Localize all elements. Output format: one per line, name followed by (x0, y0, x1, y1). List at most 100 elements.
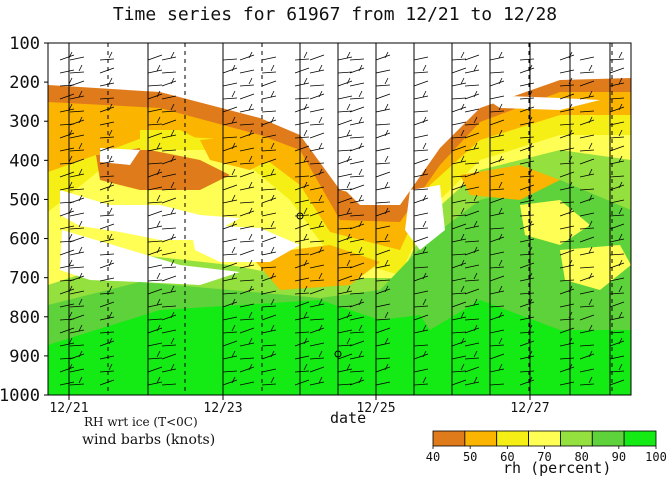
wind-barb-feather (248, 233, 253, 241)
wind-barb-feather (618, 363, 623, 371)
x-tick-label: 12/25 (356, 401, 395, 416)
wind-barb-feather (384, 259, 389, 267)
wind-barb (349, 184, 365, 191)
colorbar-tick-label: 50 (463, 450, 477, 464)
wind-barb (99, 331, 115, 334)
wind-barb (579, 110, 595, 113)
wind-barb-feather (108, 103, 113, 111)
wind-barb (519, 355, 535, 360)
wind-barb (519, 370, 535, 373)
wind-barb (59, 264, 75, 269)
wind-barb (451, 331, 467, 334)
wind-barb (609, 214, 625, 217)
wind-barb (489, 329, 505, 334)
wind-barb (69, 305, 85, 308)
wind-barb (261, 227, 277, 230)
wind-barb (309, 54, 325, 61)
wind-barb (579, 266, 595, 269)
wind-barb-feather (346, 51, 351, 59)
wind-barb (559, 69, 575, 74)
wind-barb (609, 277, 625, 282)
wind-barb (309, 123, 325, 126)
wind-barb (161, 197, 177, 204)
wind-barb-feather (568, 77, 573, 85)
wind-barb (261, 80, 277, 87)
wind-barb (451, 121, 467, 126)
wind-barb-feather (346, 233, 351, 241)
wind-barb-feather (588, 220, 593, 228)
wind-barb (309, 225, 325, 230)
wind-barb (294, 370, 310, 373)
wind-barb (147, 186, 163, 191)
wind-barb-feather (568, 103, 573, 111)
wind-barb-feather (473, 272, 478, 280)
wind-barb (349, 301, 365, 308)
wind-barb (413, 383, 429, 386)
wind-barb (464, 147, 480, 152)
wind-barb-feather (460, 77, 465, 85)
wind-barb-feather (460, 285, 465, 293)
wind-barb-feather (318, 272, 323, 280)
wind-barb (294, 175, 310, 178)
wind-barb (99, 82, 115, 87)
wind-barb (222, 82, 238, 87)
wind-barb-feather (170, 233, 175, 241)
wind-barb (59, 366, 75, 373)
wind-barb (161, 227, 177, 230)
wind-barb (609, 355, 625, 360)
wind-barb (349, 262, 365, 269)
wind-barb (69, 56, 85, 61)
wind-barb-feather (498, 337, 503, 345)
wind-barb (464, 264, 480, 269)
wind-barb (147, 225, 163, 230)
wind-barb (349, 355, 365, 360)
wind-barb (337, 353, 353, 360)
wind-barb (609, 223, 625, 230)
wind-barb (451, 106, 467, 113)
wind-barb (349, 175, 365, 178)
wind-barb-feather (422, 64, 427, 72)
wind-barb (375, 108, 391, 113)
wind-barb (559, 240, 575, 243)
wind-barb (59, 249, 75, 256)
wind-barb-feather (270, 90, 275, 98)
wind-barb (261, 353, 277, 360)
wind-barb (349, 58, 365, 61)
wind-barb (59, 132, 75, 139)
wind-barb-feather (318, 116, 323, 124)
wind-barb (59, 147, 75, 152)
wind-barb-feather (170, 207, 175, 215)
wind-barb-feather (358, 90, 363, 98)
wind-barb (294, 199, 310, 204)
wind-barb (161, 329, 177, 334)
wind-barb (451, 214, 467, 217)
wind-barb (261, 197, 277, 204)
wind-barb (413, 173, 429, 178)
wind-barb (147, 318, 163, 321)
dry-region (60, 230, 240, 285)
wind-barb-feather (231, 220, 236, 228)
wind-barb (464, 108, 480, 113)
wind-barb-feather (231, 272, 236, 280)
wind-barbs (59, 51, 625, 386)
wind-barb (261, 368, 277, 373)
wind-barb (349, 145, 365, 152)
wind-barb-feather (318, 220, 323, 228)
wind-barb (579, 173, 595, 178)
y-tick-label: 300 (9, 112, 40, 132)
wind-barb (609, 301, 625, 308)
wind-barb-feather (588, 350, 593, 358)
wind-barb (375, 69, 391, 74)
wind-barb-feather (473, 168, 478, 176)
wind-barb (222, 58, 238, 61)
wind-barb (519, 253, 535, 256)
wind-barb (609, 97, 625, 100)
wind-barb (489, 227, 505, 230)
wind-barb-feather (303, 103, 308, 111)
wind-barb-feather (156, 298, 161, 306)
wind-barb (451, 277, 467, 282)
wind-barb-feather (248, 181, 253, 189)
wind-barb-feather (270, 246, 275, 254)
wind-barb (222, 370, 238, 373)
wind-barb-feather (170, 337, 175, 345)
